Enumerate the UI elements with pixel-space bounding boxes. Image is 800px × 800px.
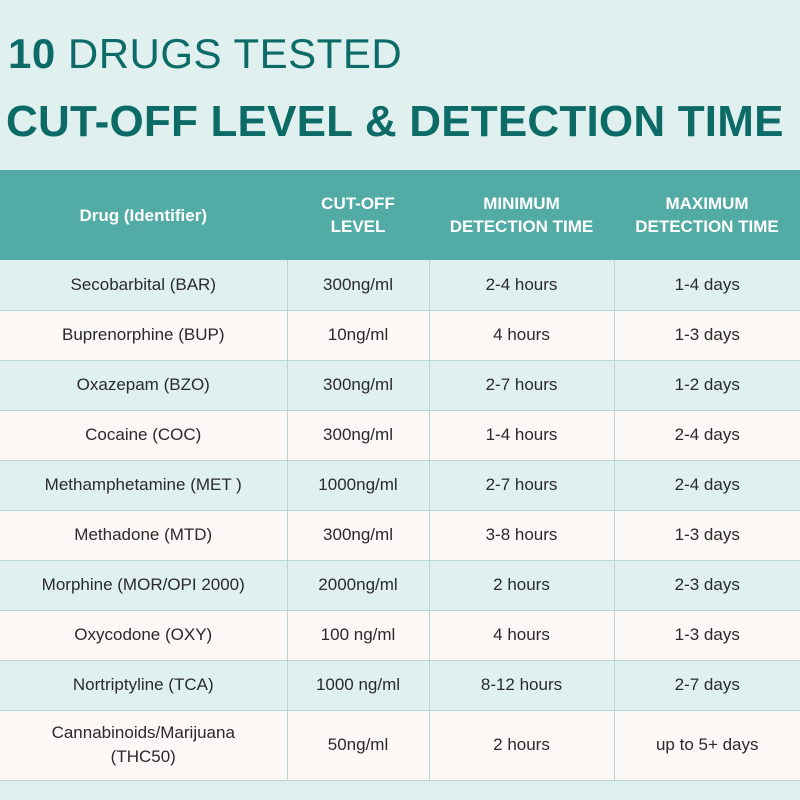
- cutoff-cell: 1000 ng/ml: [287, 660, 430, 711]
- cutoff-cell: 10ng/ml: [287, 310, 430, 361]
- header-drug: Drug (Identifier): [0, 170, 288, 260]
- table-row: Cannabinoids/Marijuana (THC50) 50ng/ml 2 …: [0, 710, 800, 781]
- cutoff-cell: 2000ng/ml: [287, 560, 430, 611]
- header-min-line1: MINIMUM: [483, 194, 560, 213]
- max-time-cell: 2-3 days: [614, 560, 800, 611]
- table-row: Nortriptyline (TCA) 1000 ng/ml 8-12 hour…: [0, 660, 800, 711]
- max-time-cell: 2-7 days: [614, 660, 800, 711]
- drug-table: Drug (Identifier) CUT-OFF LEVEL MINIMUM DE…: [0, 170, 800, 781]
- cutoff-cell: 50ng/ml: [287, 710, 430, 781]
- drug-cell: Cocaine (COC): [0, 410, 288, 461]
- page-title-line1: 10 DRUGS TESTED: [8, 26, 402, 82]
- table-row: Cocaine (COC) 300ng/ml 1-4 hours 2-4 day…: [0, 410, 800, 461]
- min-time-cell: 4 hours: [429, 310, 615, 361]
- min-time-cell: 2 hours: [429, 560, 615, 611]
- cutoff-cell: 300ng/ml: [287, 510, 430, 561]
- table-row: Methadone (MTD) 300ng/ml 3-8 hours 1-3 d…: [0, 510, 800, 561]
- min-time-cell: 2-7 hours: [429, 460, 615, 511]
- header-cutoff: CUT-OFF LEVEL: [287, 170, 430, 260]
- drug-cell: Methadone (MTD): [0, 510, 288, 561]
- min-time-cell: 3-8 hours: [429, 510, 615, 561]
- title-block: 10 DRUGS TESTED CUT-OFF LEVEL & DETECTIO…: [0, 0, 800, 170]
- header-cutoff-line2: LEVEL: [330, 217, 386, 236]
- min-time-cell: 2-7 hours: [429, 360, 615, 411]
- header-max-line2: DETECTION TIME: [635, 217, 779, 236]
- drug-cell-line2: (THC50): [110, 747, 176, 766]
- max-time-cell: 1-3 days: [614, 610, 800, 661]
- header-max-time: MAXIMUM DETECTION TIME: [614, 170, 800, 260]
- table-header-row: Drug (Identifier) CUT-OFF LEVEL MINIMUM DE…: [0, 170, 800, 260]
- cutoff-cell: 300ng/ml: [287, 360, 430, 411]
- table-row: Oxycodone (OXY) 100 ng/ml 4 hours 1-3 da…: [0, 610, 800, 661]
- title-drugs-tested: DRUGS TESTED: [67, 30, 403, 77]
- min-time-cell: 1-4 hours: [429, 410, 615, 461]
- max-time-cell: 1-3 days: [614, 510, 800, 561]
- drug-cell: Morphine (MOR/OPI 2000): [0, 560, 288, 611]
- min-time-cell: 4 hours: [429, 610, 615, 661]
- max-time-cell: 1-4 days: [614, 260, 800, 311]
- drug-cell: Buprenorphine (BUP): [0, 310, 288, 361]
- page-title-line2: CUT-OFF LEVEL & DETECTION TIME: [6, 97, 784, 146]
- min-time-cell: 8-12 hours: [429, 660, 615, 711]
- drug-cell: Cannabinoids/Marijuana (THC50): [0, 710, 288, 781]
- drug-cell: Methamphetamine (MET ): [0, 460, 288, 511]
- min-time-cell: 2-4 hours: [429, 260, 615, 311]
- cutoff-cell: 1000ng/ml: [287, 460, 430, 511]
- cutoff-cell: 300ng/ml: [287, 260, 430, 311]
- table-row: Methamphetamine (MET ) 1000ng/ml 2-7 hou…: [0, 460, 800, 511]
- min-time-cell: 2 hours: [429, 710, 615, 781]
- cutoff-cell: 100 ng/ml: [287, 610, 430, 661]
- drug-cell: Oxycodone (OXY): [0, 610, 288, 661]
- header-drug-label: Drug (Identifier): [79, 205, 208, 225]
- header-cutoff-line1: CUT-OFF: [321, 194, 395, 213]
- drug-count: 10: [8, 30, 56, 77]
- drug-cell-line1: Cannabinoids/Marijuana: [51, 723, 235, 742]
- cutoff-cell: 300ng/ml: [287, 410, 430, 461]
- header-min-time: MINIMUM DETECTION TIME: [429, 170, 615, 260]
- table-row: Oxazepam (BZO) 300ng/ml 2-7 hours 1-2 da…: [0, 360, 800, 411]
- header-max-line1: MAXIMUM: [665, 194, 749, 213]
- table-row: Morphine (MOR/OPI 2000) 2000ng/ml 2 hour…: [0, 560, 800, 611]
- max-time-cell: 1-3 days: [614, 310, 800, 361]
- header-min-line2: DETECTION TIME: [449, 217, 594, 236]
- drug-cell: Oxazepam (BZO): [0, 360, 288, 411]
- max-time-cell: up to 5+ days: [614, 710, 800, 781]
- max-time-cell: 1-2 days: [614, 360, 800, 411]
- max-time-cell: 2-4 days: [614, 410, 800, 461]
- table-row: Buprenorphine (BUP) 10ng/ml 4 hours 1-3 …: [0, 310, 800, 361]
- table-row: Secobarbital (BAR) 300ng/ml 2-4 hours 1-…: [0, 260, 800, 311]
- drug-cell: Nortriptyline (TCA): [0, 660, 288, 711]
- max-time-cell: 2-4 days: [614, 460, 800, 511]
- drug-cell: Secobarbital (BAR): [0, 260, 288, 311]
